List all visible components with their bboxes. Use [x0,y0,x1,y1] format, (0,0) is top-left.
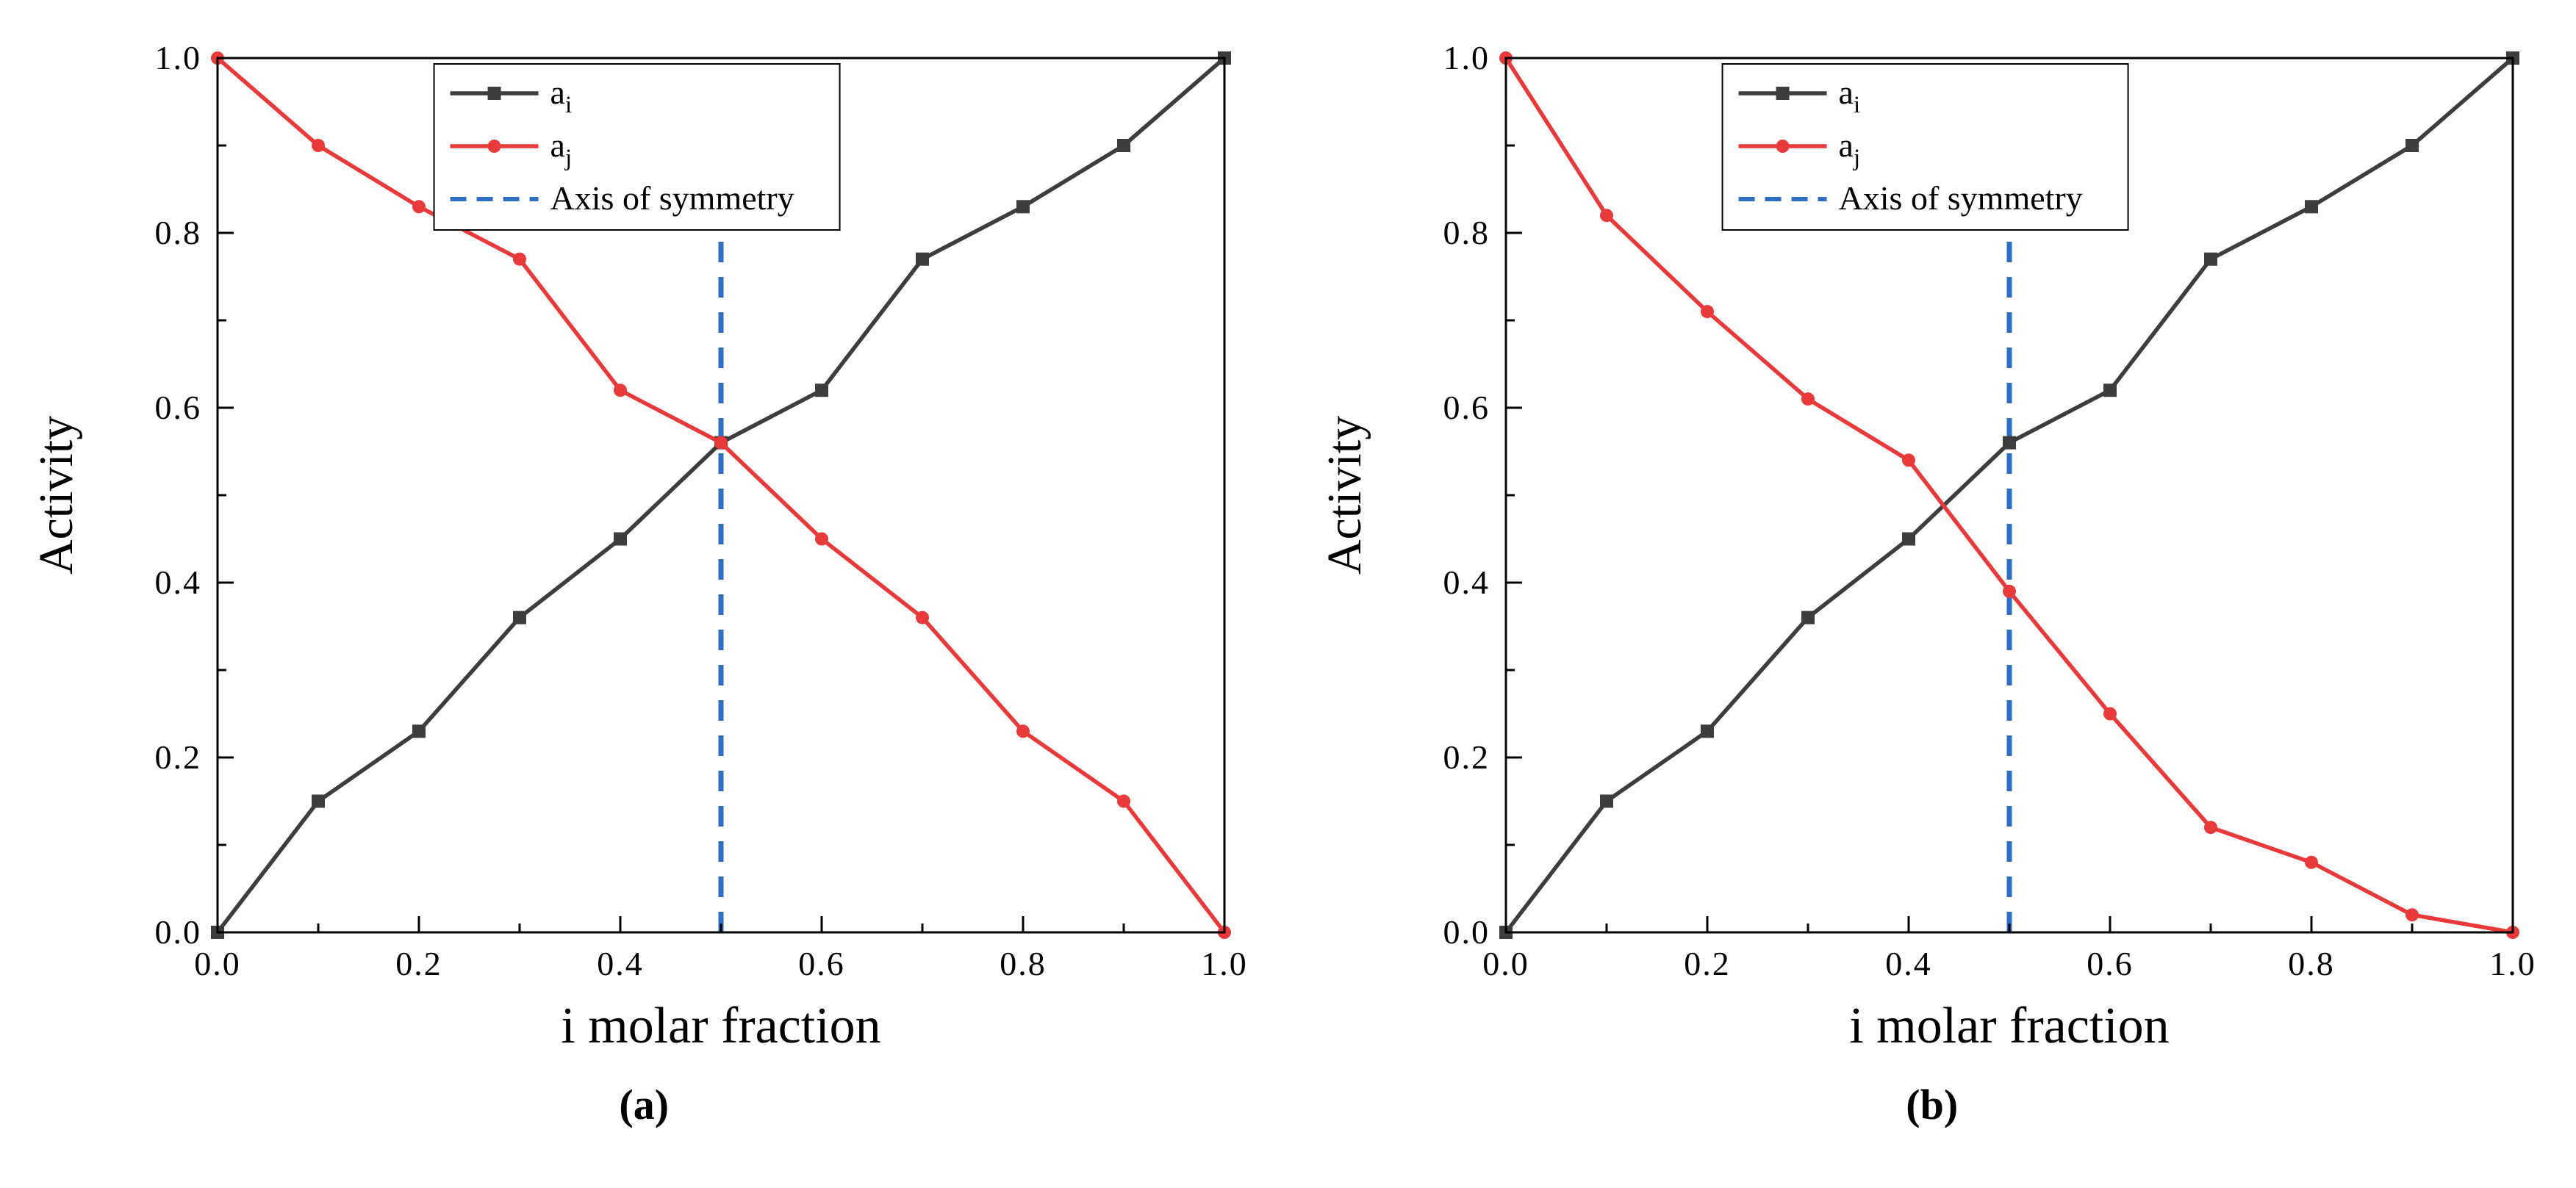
marker-circle [1117,794,1131,808]
x-tick-label: 0.0 [195,945,242,982]
marker-square [1599,794,1613,808]
legend-entry-axis-of-symmetry: Axis of symmetry [450,179,794,217]
chart-b: 0.0 0.2 0.4 0.6 0.8 1.0 0.0 0.2 0.4 0.6 0.8 1.0 i mo… [1318,39,2536,1054]
legend-label-axis-of-symmetry: Axis of symmetry [1838,179,2082,217]
marker-square [1016,200,1030,214]
y-tick-label: 0.4 [155,564,202,601]
x-tick-label: 1.0 [2489,945,2536,982]
legend-marker-circle [487,140,501,153]
marker-square [2304,200,2318,214]
marker-square [513,611,527,624]
legend-label-axis-of-symmetry: Axis of symmetry [550,179,794,217]
marker-circle [2002,584,2016,598]
y-axis-tick-labels: 0.0 0.2 0.4 0.6 0.8 1.0 [1443,39,1490,951]
marker-circle [513,252,527,266]
x-axis-label: i molar fraction [562,998,881,1054]
y-tick-label: 1.0 [1443,39,1490,76]
marker-circle [1901,453,1915,467]
y-tick-label: 1.0 [155,39,202,76]
y-tick-label: 0.8 [1443,214,1490,251]
legend-marker-circle [1776,140,1790,153]
x-tick-label: 0.4 [598,945,645,982]
legend-entry-ai: ai [450,73,572,118]
x-tick-label: 0.4 [1885,945,1932,982]
legend-entry-aj: aj [1738,126,1860,171]
marker-square [1117,139,1131,152]
marker-circle [1599,209,1613,223]
marker-square [2203,252,2217,266]
y-tick-label: 0.0 [155,913,202,951]
y-axis-tick-labels: 0.0 0.2 0.4 0.6 0.8 1.0 [155,39,202,951]
marker-circle [2304,855,2318,869]
x-axis-label: i molar fraction [1849,998,2169,1054]
panel-a: 0.0 0.2 0.4 0.6 0.8 1.0 0.0 0.2 0.4 0.6 0.8 1.0 i mo… [0,10,1288,1188]
x-tick-label: 0.8 [2288,945,2335,982]
legend-marker-square [487,87,501,100]
legend-entry-axis-of-symmetry: Axis of symmetry [1738,179,2083,217]
x-tick-label: 0.6 [2087,945,2134,982]
legend-marker-square [1776,87,1790,100]
x-axis-tick-labels: 0.0 0.2 0.4 0.6 0.8 1.0 [195,945,1249,982]
axis-ticks [216,57,1226,934]
panel-b: 0.0 0.2 0.4 0.6 0.8 1.0 0.0 0.2 0.4 0.6 0.8 1.0 i mo… [1288,10,2576,1188]
marker-square [412,724,426,738]
y-tick-label: 0.6 [1443,389,1490,426]
y-tick-label: 0.2 [155,738,202,776]
marker-square [815,384,829,397]
y-axis-label: Activity [29,416,83,575]
y-tick-label: 0.2 [1443,738,1490,776]
y-tick-label: 0.8 [155,214,202,251]
marker-circle [1016,724,1030,738]
marker-square [2405,139,2419,152]
marker-square [312,794,326,808]
panel-label-a: (a) [619,1081,670,1128]
y-tick-label: 0.4 [1443,564,1490,601]
x-tick-label: 0.2 [1684,945,1731,982]
x-axis-tick-labels: 0.0 0.2 0.4 0.6 0.8 1.0 [1482,945,2536,982]
marker-circle [614,384,628,397]
x-tick-label: 1.0 [1202,945,1249,982]
x-tick-label: 0.0 [1482,945,1529,982]
marker-circle [916,611,930,624]
marker-circle [312,139,326,152]
marker-square [2002,436,2016,450]
marker-square [916,252,930,266]
marker-circle [1801,392,1815,406]
y-tick-label: 0.6 [155,389,202,426]
marker-circle [2405,908,2419,922]
marker-square [2103,384,2117,397]
axis-ticks [1504,57,2514,934]
series-aj [211,51,1232,939]
y-axis-label: Activity [1318,416,1371,575]
marker-square [614,532,628,546]
marker-square [1700,724,1714,738]
marker-circle [815,532,829,546]
marker-square [1901,532,1915,546]
chart-a: 0.0 0.2 0.4 0.6 0.8 1.0 0.0 0.2 0.4 0.6 0.8 1.0 i mo… [29,39,1249,1054]
marker-circle [1700,305,1714,319]
panel-label-b: (b) [1906,1081,1959,1128]
marker-square [1801,611,1815,624]
y-tick-label: 0.0 [1443,913,1490,951]
x-tick-label: 0.8 [1000,945,1047,982]
marker-circle [412,200,426,214]
marker-circle [2203,821,2217,835]
marker-circle [714,436,728,450]
x-tick-label: 0.6 [799,945,846,982]
x-tick-label: 0.2 [396,945,443,982]
marker-circle [2103,707,2117,721]
